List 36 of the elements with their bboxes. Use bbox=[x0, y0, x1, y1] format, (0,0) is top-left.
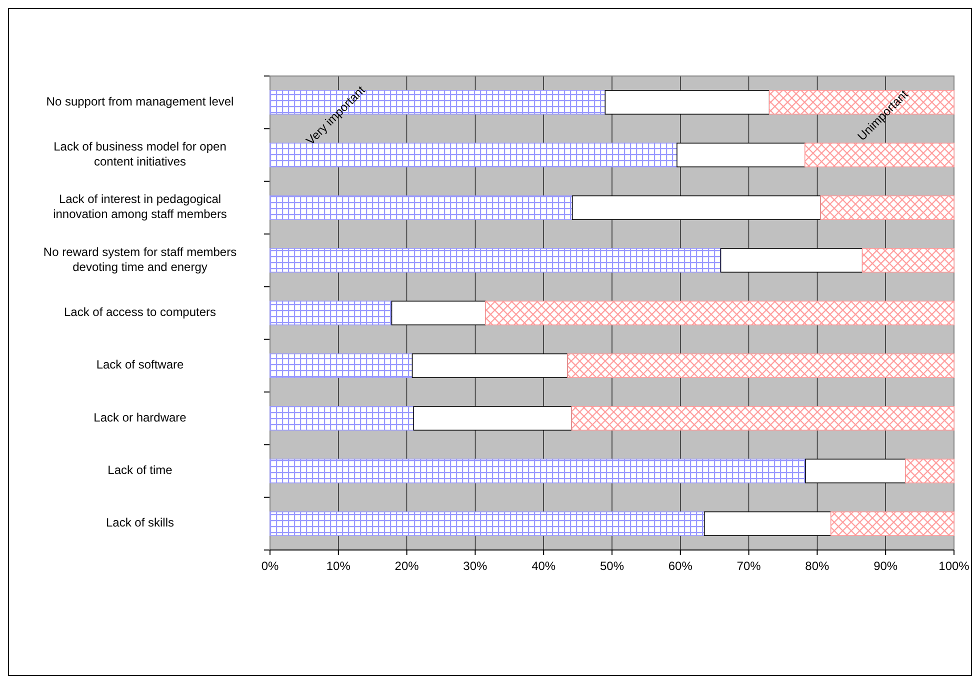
x-tick-label: 40% bbox=[532, 559, 556, 573]
x-tick-label: 10% bbox=[326, 559, 351, 573]
bar bbox=[270, 195, 573, 220]
x-tick-label: 0% bbox=[261, 559, 279, 573]
bar bbox=[905, 458, 954, 484]
y-tick-label: Lack of skills bbox=[106, 516, 174, 530]
y-tick-label: Lack of business model for open content initiatives bbox=[54, 140, 226, 169]
bar bbox=[270, 353, 413, 378]
y-tick-label: No reward system for staff members devoting time and energy bbox=[43, 245, 237, 274]
bar bbox=[820, 195, 954, 220]
bar bbox=[270, 511, 705, 536]
bar bbox=[804, 142, 954, 168]
y-tick-label: Lack of access to computers bbox=[64, 305, 216, 320]
bar bbox=[485, 300, 954, 326]
x-tick-label: 30% bbox=[463, 559, 488, 573]
x-tick-label: 60% bbox=[668, 559, 693, 573]
x-tick-label: 50% bbox=[600, 559, 624, 573]
bar bbox=[270, 406, 414, 431]
bar bbox=[862, 248, 954, 273]
y-tick-label: Lack of interest in pedagogical innovation among staff members bbox=[53, 192, 227, 222]
x-tick-label: 20% bbox=[394, 559, 420, 573]
y-tick-label: No support from management level bbox=[46, 94, 234, 109]
bar bbox=[830, 511, 954, 536]
x-tick-label: 80% bbox=[805, 559, 830, 573]
bar bbox=[567, 353, 954, 378]
x-tick-label: 100% bbox=[938, 559, 970, 573]
y-tick-label: Lack or hardware bbox=[94, 410, 187, 425]
bar bbox=[270, 300, 392, 326]
bar bbox=[270, 142, 678, 168]
y-tick-label: Lack of software bbox=[96, 358, 184, 372]
x-tick-label: 90% bbox=[874, 559, 898, 573]
bar bbox=[571, 406, 954, 431]
y-tick-label: Lack of time bbox=[108, 463, 173, 478]
bar bbox=[270, 458, 806, 484]
x-tick-label: 70% bbox=[736, 559, 762, 573]
bar bbox=[270, 248, 722, 273]
